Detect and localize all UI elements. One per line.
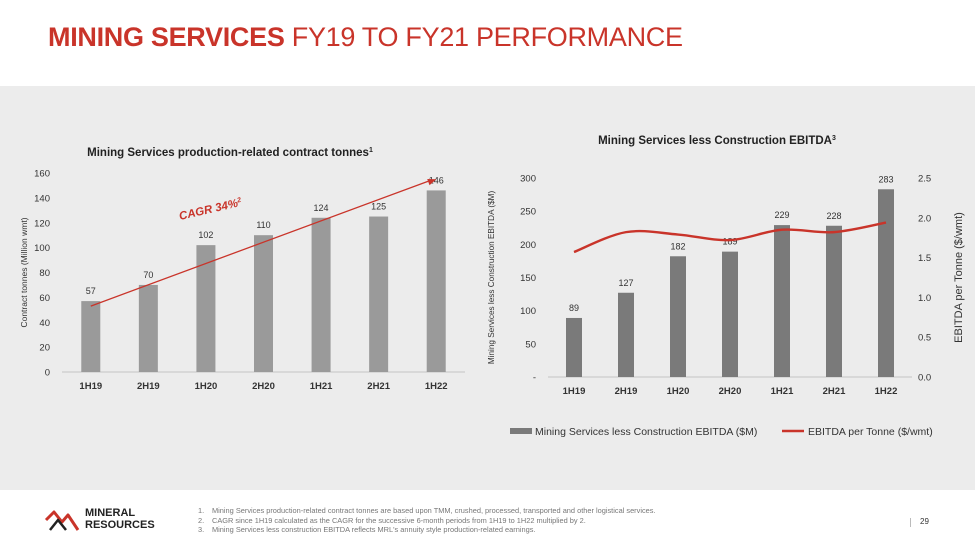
right-chart-y-tick: 100 <box>520 306 536 317</box>
left-chart-x-tick: 1H20 <box>195 381 218 392</box>
right-chart-y-tick: 50 <box>525 339 536 350</box>
left-chart-data-label: 57 <box>86 286 96 296</box>
legend-line-label: EBITDA per Tonne ($/wmt) <box>808 426 933 438</box>
right-chart-y2-tick: 1.0 <box>918 293 931 304</box>
left-chart-bar <box>426 190 446 372</box>
left-chart-bar <box>311 217 331 372</box>
cagr-trend-line <box>90 180 429 307</box>
cagr-annotation: CAGR 34%2 <box>178 197 243 223</box>
right-chart-x-tick: 1H19 <box>563 386 586 397</box>
left-chart-x-tick: 1H21 <box>310 381 333 392</box>
left-chart-y-tick: 120 <box>34 218 50 229</box>
right-chart-x-tick: 1H22 <box>875 386 898 397</box>
footnote-1: 1. Mining Services production-related con… <box>198 506 656 515</box>
legend-bar-label: Mining Services less Construction EBITDA… <box>535 426 757 438</box>
right-chart-title: Mining Services less Construction EBITDA… <box>598 135 836 147</box>
left-chart-y-tick: 0 <box>45 368 50 379</box>
right-chart-y-tick: 250 <box>520 207 536 218</box>
right-chart-y-tick: 150 <box>520 273 536 284</box>
left-chart-bar <box>196 245 216 372</box>
chart-panel <box>0 86 975 490</box>
page-title: MINING SERVICES FY19 TO FY21 PERFORMANCE <box>48 22 683 53</box>
right-chart-y2-tick: 2.0 <box>918 213 931 224</box>
right-chart-y-tick: 200 <box>520 240 536 251</box>
left-chart-x-tick: 2H20 <box>252 381 275 392</box>
right-chart-bar <box>722 251 738 377</box>
left-chart-bar <box>254 235 273 372</box>
page-number: 29 <box>920 517 929 526</box>
left-chart-data-label: 70 <box>143 270 153 280</box>
right-chart-x-tick: 1H20 <box>667 386 690 397</box>
right-chart-x-tick: 2H20 <box>719 386 742 397</box>
right-chart-data-label: 189 <box>722 237 737 247</box>
right-chart-bar <box>618 292 634 377</box>
right-chart-x-tick: 1H21 <box>771 386 794 397</box>
right-chart-y-axis-label: Mining Services less Construction EBITDA… <box>487 191 496 365</box>
right-chart-data-label: 182 <box>670 241 685 251</box>
cagr-arrowhead-icon <box>427 178 437 186</box>
left-chart-y-tick: 40 <box>39 318 50 329</box>
left-chart-data-label: 102 <box>198 230 213 240</box>
page-title-bold: MINING SERVICES <box>48 22 285 52</box>
footer <box>0 490 975 546</box>
right-chart-y-tick: - <box>533 373 536 384</box>
left-chart-bar <box>369 216 389 372</box>
left-chart-bar <box>138 284 158 372</box>
ebitda-per-tonne-line <box>573 221 887 254</box>
left-chart-x-tick: 1H22 <box>425 381 448 392</box>
footnote-3: 3. Mining Services less construction EBIT… <box>198 525 536 535</box>
logo-text: MINERAL RESOURCES <box>85 507 155 531</box>
left-chart-bar <box>81 301 101 372</box>
right-chart-y2-tick: 0.5 <box>918 333 931 344</box>
left-chart-y-tick: 80 <box>39 268 50 279</box>
left-chart-data-label: 125 <box>371 202 386 212</box>
right-chart-y2-tick: 0.0 <box>918 373 931 384</box>
left-chart-y-tick: 140 <box>34 193 50 204</box>
right-chart-y-tick: 300 <box>520 174 536 185</box>
right-chart-x-tick: 2H21 <box>823 386 846 397</box>
page-number-divider <box>910 518 911 527</box>
logo-line-1: MINERAL <box>85 507 136 519</box>
left-chart-data-label: 110 <box>256 220 270 230</box>
right-chart-bar <box>566 317 582 377</box>
left-chart-data-label: 146 <box>429 175 444 185</box>
right-chart-bar <box>878 189 894 377</box>
left-chart-y-tick: 160 <box>34 169 50 180</box>
right-chart-y2-tick: 2.5 <box>918 174 931 185</box>
right-chart-data-label: 127 <box>618 278 633 288</box>
left-chart-x-tick: 1H19 <box>79 381 102 392</box>
right-chart-bar <box>670 256 686 377</box>
footnote-2: 2. CAGR since 1H19 calculated as the CAGR… <box>198 515 586 525</box>
right-chart-y2-axis-label: EBITDA per Tonne ($/wmt) <box>953 212 965 343</box>
logo-line-2: RESOURCES <box>85 519 155 531</box>
right-chart-data-label: 89 <box>569 303 579 313</box>
page-title-rest: FY19 TO FY21 PERFORMANCE <box>284 22 683 52</box>
right-chart-data-label: 229 <box>774 210 789 220</box>
left-chart-title: Mining Services production-related contr… <box>87 147 373 159</box>
mineral-resources-logo-icon <box>44 510 80 531</box>
left-chart-data-label: 124 <box>314 203 329 213</box>
left-chart-y-axis-label: Contract tonnes (Million wmt) <box>19 217 29 327</box>
right-chart-x-tick: 2H19 <box>615 386 638 397</box>
right-chart-data-label: 228 <box>826 211 841 221</box>
charts-canvas: Mining Services production-related contr… <box>19 135 965 438</box>
left-chart-y-tick: 100 <box>34 243 50 254</box>
right-chart-data-label: 283 <box>878 174 893 184</box>
left-chart-x-tick: 2H21 <box>367 381 390 392</box>
footnotes: 1. Mining Services production-related con… <box>198 506 656 535</box>
left-chart-y-tick: 60 <box>39 293 50 304</box>
right-chart-bar <box>826 225 842 377</box>
left-chart-x-tick: 2H19 <box>137 381 160 392</box>
right-chart-bar <box>774 225 790 377</box>
left-chart-y-tick: 20 <box>39 343 50 354</box>
legend-bar-swatch <box>510 428 532 434</box>
right-chart-y2-tick: 1.5 <box>918 253 931 264</box>
